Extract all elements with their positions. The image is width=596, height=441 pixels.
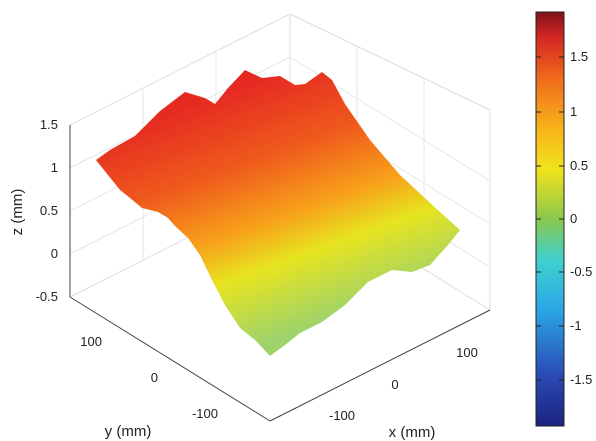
colorbar-tick-label: -0.5 xyxy=(570,264,592,279)
x-tick-label: -100 xyxy=(329,408,355,423)
z-tick-label: -0.5 xyxy=(36,289,58,304)
z-tick-label: 0.5 xyxy=(40,203,58,218)
z-tick-labels: 1.5 1 0.5 0 -0.5 xyxy=(36,117,58,304)
x-axis-line xyxy=(269,309,491,422)
colorbar-tick-label: -1.5 xyxy=(570,372,592,387)
z-axis-label: z (mm) xyxy=(9,189,26,236)
colorbar-tick-label: 0 xyxy=(570,211,577,226)
y-axis-label: y (mm) xyxy=(105,423,152,440)
y-tick-label: 100 xyxy=(80,334,102,349)
colorbar: 1.5 1 0.5 0 -0.5 -1 -1.5 xyxy=(535,11,592,427)
x-tick-label: 0 xyxy=(391,377,398,392)
z-tick-label: 1.5 xyxy=(40,117,58,132)
y-tick-label: 0 xyxy=(151,370,158,385)
colorbar-tick-label: 0.5 xyxy=(570,158,588,173)
y-tick-label: -100 xyxy=(192,406,218,421)
x-axis-label: x (mm) xyxy=(389,424,436,441)
z-tick-label: 0 xyxy=(51,246,58,261)
x-tick-label: 100 xyxy=(456,345,478,360)
colorbar-tick-label: 1 xyxy=(570,104,577,119)
y-axis-line xyxy=(69,296,271,422)
colorbar-tick-label: -1 xyxy=(570,318,582,333)
y-tick-labels: 100 0 -100 xyxy=(80,334,218,421)
colorbar-tick-label: 1.5 xyxy=(570,49,588,64)
x-tick-labels: -100 0 100 xyxy=(329,345,478,423)
surface xyxy=(96,70,460,356)
z-tick-label: 1 xyxy=(51,160,58,175)
